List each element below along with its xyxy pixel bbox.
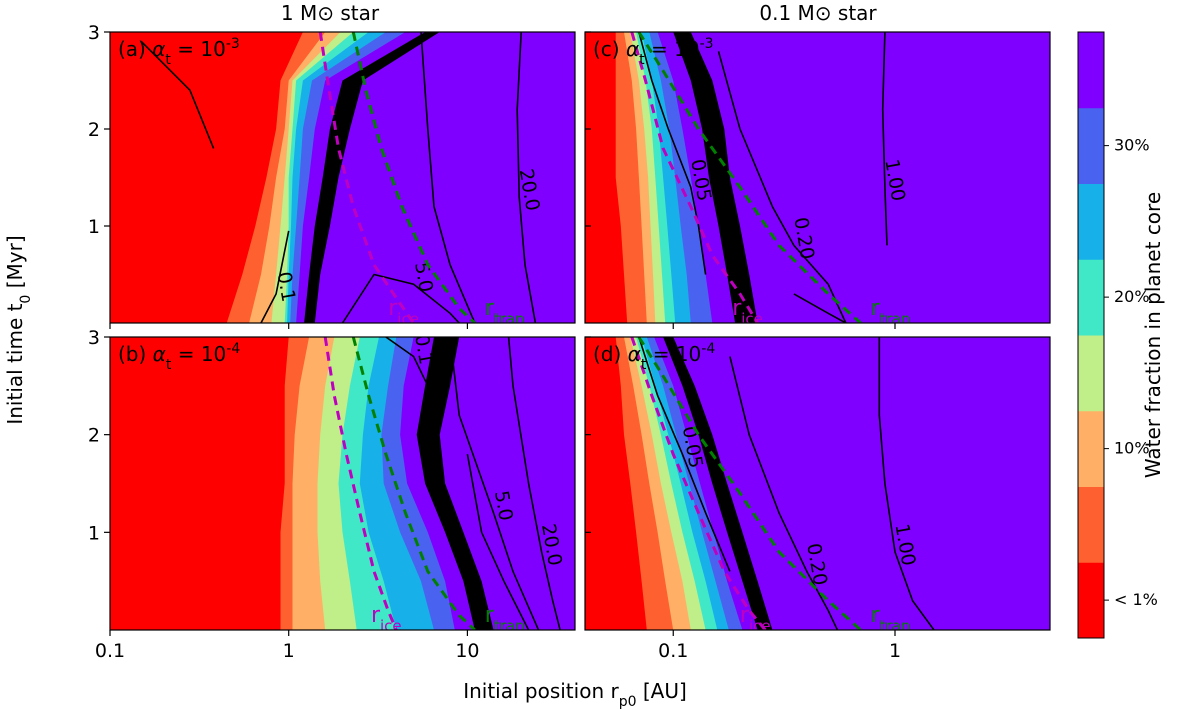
- colorbar-segment: [1078, 335, 1104, 412]
- y-axis-label: Initial time t0 [Myr]: [3, 235, 34, 424]
- colorbar-tick-label: 30%: [1114, 136, 1150, 155]
- x-tick-label: 1: [283, 640, 295, 662]
- x-tick-label: 10: [455, 640, 479, 662]
- band-0: [110, 32, 303, 323]
- colorbar-tick-label: 20%: [1114, 287, 1150, 306]
- panel-frame: [584, 336, 1051, 631]
- contour-line: [638, 337, 731, 572]
- contour-line: [466, 454, 530, 630]
- r-tran-line: [637, 32, 862, 323]
- colorbar-tick-label: 10%: [1114, 439, 1150, 458]
- y-tick-label: 2: [88, 425, 100, 447]
- y-tick-label: 1: [88, 522, 100, 544]
- colorbar-segment: [1078, 183, 1104, 260]
- colorbar: < 1% 10% 20% 30%: [1077, 31, 1158, 639]
- colorbar-frame: [1077, 31, 1105, 639]
- r-tran-label: rtran: [485, 296, 525, 328]
- colorbar-segment: [1078, 32, 1104, 109]
- r-tran-line: [351, 32, 476, 323]
- contour-label: 0.1: [273, 270, 300, 304]
- y-tick-label: 2: [88, 119, 100, 141]
- colorbar-segment: [1078, 486, 1104, 563]
- y-tick-label: 3: [88, 327, 100, 349]
- contour-line: [793, 293, 847, 323]
- band-0: [110, 337, 289, 630]
- contour-line: [385, 337, 429, 387]
- contour-label: 5.0: [490, 489, 517, 523]
- column-title-left: 1 M⊙ star: [281, 1, 380, 25]
- colorbar-segment: [1078, 562, 1104, 639]
- contour-line: [341, 273, 460, 323]
- band-0: [585, 32, 628, 323]
- colorbar-tick-label: < 1%: [1114, 590, 1158, 609]
- panel-frame: [109, 31, 576, 324]
- x-tick-label: 1: [889, 640, 901, 662]
- contour-line: [507, 337, 561, 630]
- r-ice-line: [318, 32, 415, 323]
- contour-line: [420, 32, 476, 323]
- colorbar-segment: [1078, 410, 1104, 487]
- contour-line: [449, 337, 540, 630]
- panel-frame: [584, 31, 1051, 324]
- contour-line: [140, 41, 215, 149]
- y-tick-label: 1: [88, 216, 100, 238]
- colorbar-segment: [1078, 107, 1104, 184]
- x-tick-label: 0.1: [95, 640, 125, 662]
- contour-line: [881, 32, 888, 246]
- x-axis-label: Initial position rp0 [AU]: [463, 679, 687, 710]
- x-tick-label: 0.1: [658, 640, 688, 662]
- y-tick-label: 3: [88, 22, 100, 44]
- r-ice-line: [630, 337, 767, 630]
- contour-label: 5.0: [410, 260, 437, 294]
- contour-line: [729, 356, 839, 630]
- colorbar-label: Water fraction in planet core: [1141, 192, 1165, 478]
- contour-label: 0.1: [410, 333, 437, 367]
- contour-line: [717, 51, 847, 323]
- r-tran-line: [637, 337, 862, 630]
- contour-line: [516, 32, 537, 323]
- colorbar-segment: [1078, 259, 1104, 336]
- contour-line: [878, 337, 935, 630]
- contour-line: [638, 32, 707, 275]
- r-tran-line: [351, 337, 476, 630]
- panel-frame: [109, 336, 576, 631]
- r-ice-line: [630, 32, 759, 323]
- column-title-right: 0.1 M⊙ star: [759, 1, 877, 25]
- band-0: [585, 337, 647, 630]
- contour-line: [260, 230, 290, 323]
